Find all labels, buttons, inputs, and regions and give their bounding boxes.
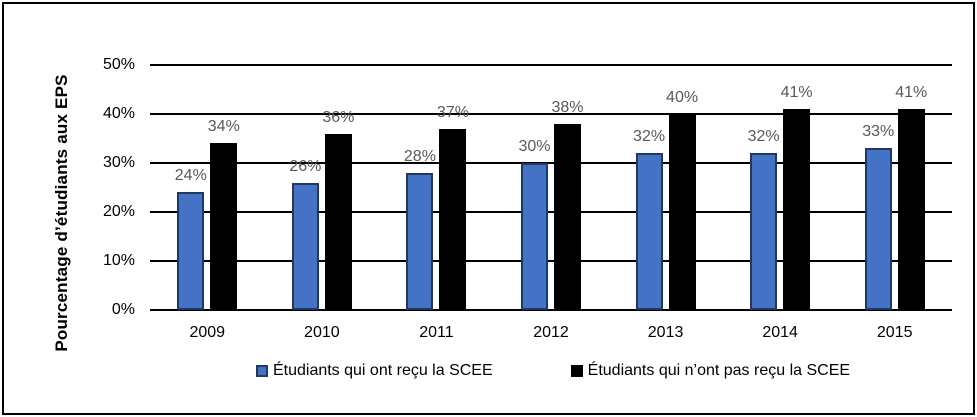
data-label: 30% bbox=[518, 138, 551, 155]
x-axis-label: 2010 bbox=[304, 324, 340, 341]
bar-received-2010 bbox=[291, 182, 319, 310]
bar-received-2013 bbox=[635, 153, 663, 310]
gridline bbox=[150, 113, 952, 115]
bar-not-received-2012 bbox=[554, 123, 581, 310]
bar-not-received-2009 bbox=[210, 143, 238, 310]
y-axis-tick-label: 10% bbox=[102, 252, 135, 269]
data-label: 32% bbox=[747, 128, 780, 146]
bar-received-2014 bbox=[750, 153, 778, 310]
data-label: 40% bbox=[666, 89, 699, 106]
legend: Étudiants qui ont reçu la SCEE Étudiants … bbox=[150, 358, 956, 384]
y-axis-tick-label: 30% bbox=[102, 154, 135, 171]
legend-marker-icon bbox=[570, 365, 583, 377]
data-label: 33% bbox=[862, 123, 895, 141]
data-label: 32% bbox=[633, 128, 666, 146]
x-axis-label: 2015 bbox=[876, 324, 913, 341]
data-label: 28% bbox=[403, 147, 436, 165]
gridline bbox=[150, 260, 952, 262]
x-axis-label: 2009 bbox=[189, 324, 226, 341]
x-axis-label: 2013 bbox=[647, 324, 684, 341]
data-label: 24% bbox=[174, 167, 207, 185]
bar-not-received-2010 bbox=[324, 133, 352, 310]
data-label: 36% bbox=[322, 108, 355, 126]
y-axis-tick-label: 40% bbox=[102, 105, 135, 122]
legend-marker-icon bbox=[255, 365, 268, 377]
y-axis-tick-label: 0% bbox=[111, 301, 135, 318]
bar-received-2011 bbox=[406, 172, 434, 310]
x-axis-label: 2012 bbox=[533, 324, 569, 341]
data-label: 37% bbox=[436, 103, 469, 121]
bar-not-received-2011 bbox=[439, 128, 467, 310]
legend-entry-received: Étudiants qui ont reçu la SCEE bbox=[255, 362, 493, 380]
x-axis-label: 2011 bbox=[419, 324, 454, 341]
data-label: 34% bbox=[207, 118, 240, 136]
bar-not-received-2014 bbox=[783, 109, 811, 310]
gridline bbox=[150, 309, 952, 311]
x-axis-label: 2014 bbox=[762, 324, 798, 341]
bar-not-received-2015 bbox=[897, 109, 925, 310]
legend-label: Étudiants qui ont reçu la SCEE bbox=[272, 362, 493, 379]
gridline bbox=[150, 162, 952, 164]
bar-received-2012 bbox=[521, 163, 548, 310]
y-axis-tick-label: 50% bbox=[102, 56, 135, 73]
data-label: 26% bbox=[289, 157, 322, 175]
data-label: 41% bbox=[895, 84, 928, 102]
data-label: 38% bbox=[551, 98, 584, 116]
gridline bbox=[150, 211, 952, 213]
gridline bbox=[150, 64, 952, 66]
legend-entry-not-received: Étudiants qui n’ont pas reçu la SCEE bbox=[570, 362, 851, 380]
bar-received-2015 bbox=[864, 148, 892, 310]
y-axis-tick-label: 20% bbox=[102, 203, 135, 220]
data-label: 41% bbox=[780, 84, 813, 102]
bar-not-received-2013 bbox=[668, 114, 696, 310]
legend-label: Étudiants qui n’ont pas reçu la SCEE bbox=[587, 362, 851, 379]
bar-received-2009 bbox=[177, 192, 205, 310]
